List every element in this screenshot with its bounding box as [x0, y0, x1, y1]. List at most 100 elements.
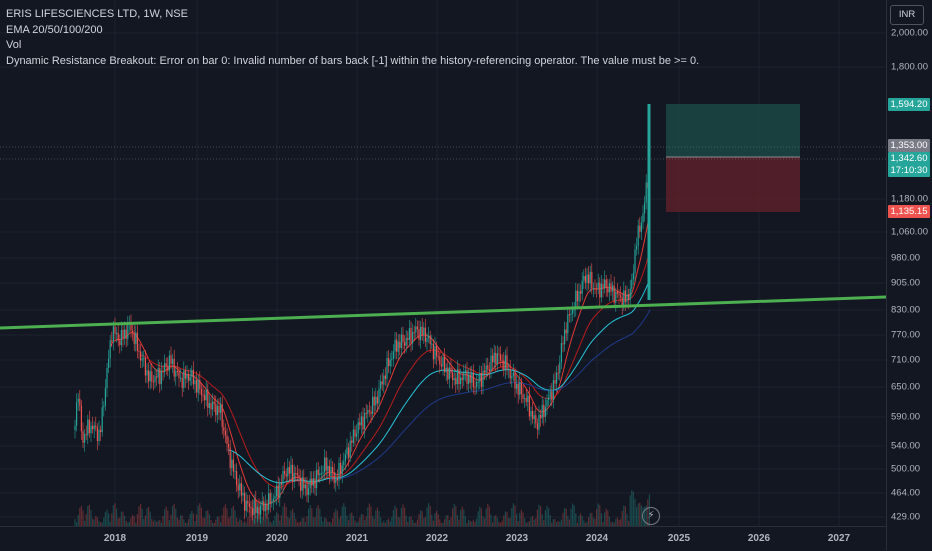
stop-zone[interactable]: [666, 157, 800, 212]
volume-bar: [477, 511, 479, 526]
volume-bar: [308, 508, 310, 526]
volume-bar: [444, 519, 446, 526]
volume-bar: [296, 522, 298, 526]
volume-bar: [229, 516, 231, 526]
volume-bar: [437, 514, 439, 526]
volume-bar: [391, 517, 393, 526]
candle: [501, 360, 503, 362]
candle: [82, 431, 84, 443]
candle: [573, 309, 575, 311]
time-tick-label: 2020: [265, 533, 289, 544]
volume-bar: [554, 519, 556, 526]
candle: [394, 339, 396, 352]
volume-bar: [498, 521, 500, 526]
volume-bar: [572, 503, 574, 526]
time-axis[interactable]: 2018 2019 2020 2021 2022 2023 2024 2025 2026 2027: [0, 526, 886, 551]
volume-bar: [399, 517, 401, 526]
volume-bar: [616, 517, 618, 526]
volume-indicator-label[interactable]: Vol: [6, 39, 22, 51]
candle: [298, 475, 300, 478]
volume-bar: [346, 515, 348, 526]
volume-bar: [628, 520, 630, 526]
volume-bar: [159, 519, 161, 526]
volume-bar: [255, 515, 257, 526]
volume-bar: [575, 513, 577, 526]
currency-button[interactable]: INR: [890, 5, 924, 25]
volume-bar: [348, 520, 350, 526]
candle: [269, 493, 271, 504]
candle: [432, 343, 434, 360]
chart-pane[interactable]: [0, 0, 886, 526]
candle: [391, 358, 393, 360]
candle: [472, 372, 474, 387]
ema-indicator-label[interactable]: EMA 20/50/100/200: [6, 23, 103, 36]
candle: [434, 345, 436, 360]
candle: [165, 363, 167, 366]
time-tick-label: 2021: [345, 533, 369, 544]
candle: [365, 412, 367, 414]
symbol-title[interactable]: ERIS LIFESCIENCES LTD, 1W, NSE: [6, 8, 188, 20]
volume-bar: [320, 516, 322, 526]
candle: [247, 500, 249, 504]
candle: [261, 501, 263, 506]
volume-bar: [173, 503, 175, 526]
stop-price-tag: 1,135.15: [888, 205, 930, 218]
volume-bar: [493, 516, 495, 526]
candle: [599, 282, 601, 298]
candle: [205, 389, 207, 401]
candle: [340, 462, 342, 475]
volume-bar: [416, 519, 418, 526]
candle: [536, 423, 538, 430]
candle: [575, 290, 577, 310]
volume-bar: [160, 522, 162, 526]
volume-bar: [202, 517, 204, 526]
candle: [522, 394, 524, 399]
candle: [333, 471, 335, 483]
volume-bar: [492, 522, 494, 526]
candles: [74, 104, 651, 524]
volume-bar: [117, 518, 119, 526]
candle: [221, 404, 223, 427]
price-axis[interactable]: 2,000.00 1,800.00 1,180.00 1,060.00 980.00 90…: [886, 0, 932, 550]
candle: [314, 478, 316, 489]
volume-bar: [407, 521, 409, 526]
volume-bar: [594, 518, 596, 526]
candle: [389, 359, 391, 367]
volume-bar: [314, 516, 316, 526]
volume-bar: [271, 522, 273, 526]
volume-bar: [584, 522, 586, 526]
lightning-icon[interactable]: ⚡: [642, 507, 660, 525]
candle: [224, 430, 226, 436]
candle: [186, 374, 188, 379]
volume-bar: [181, 515, 183, 526]
candle: [360, 416, 362, 426]
candle: [444, 357, 446, 373]
candle: [109, 340, 111, 359]
candle: [605, 279, 607, 288]
candle: [404, 342, 406, 346]
volume-bar: [506, 511, 508, 526]
candle: [188, 374, 190, 381]
volume-bar: [224, 504, 226, 526]
candle: [308, 488, 310, 496]
breakout-trendline[interactable]: [0, 295, 886, 330]
candle: [146, 370, 148, 376]
candle: [559, 362, 561, 373]
candle: [448, 367, 450, 380]
candle: [133, 332, 135, 344]
candle: [284, 471, 286, 474]
volume-bar: [520, 509, 522, 526]
candle: [544, 406, 546, 417]
candle: [154, 376, 156, 383]
ema-200-line: [329, 309, 651, 480]
target-zone[interactable]: [666, 104, 800, 157]
candle: [514, 372, 516, 389]
candle: [626, 294, 628, 303]
candle: [396, 339, 398, 352]
volume-bar: [621, 510, 623, 526]
time-tick-label: 2025: [667, 533, 691, 544]
candle: [464, 370, 466, 373]
candle: [167, 365, 169, 371]
candle: [487, 365, 489, 370]
volume-bar: [485, 508, 487, 526]
